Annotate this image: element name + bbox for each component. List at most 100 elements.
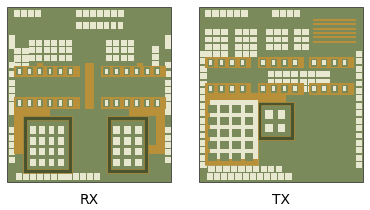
Bar [205,98,258,165]
Bar [121,39,127,46]
Bar [262,60,265,65]
Bar [14,105,23,154]
Bar [121,55,127,61]
Bar [37,173,43,180]
Bar [235,44,242,50]
Bar [221,44,228,50]
Bar [316,86,323,92]
Bar [262,86,265,91]
Bar [238,166,245,172]
Bar [300,79,307,84]
Bar [152,61,158,67]
Bar [165,157,171,163]
Bar [302,44,309,50]
Bar [97,22,102,29]
Bar [282,37,289,42]
Bar [235,173,242,180]
Bar [207,173,213,180]
Bar [37,67,43,75]
Bar [16,99,23,107]
Bar [200,155,206,161]
Bar [313,36,356,38]
Bar [205,51,212,57]
Bar [14,10,20,17]
Bar [313,32,356,34]
Bar [205,57,251,68]
Bar [356,66,362,72]
Bar [321,85,327,93]
Bar [113,148,120,155]
Bar [7,7,171,182]
Bar [280,10,286,17]
Bar [58,137,64,144]
Bar [128,47,134,53]
Bar [69,100,72,106]
Bar [28,100,31,106]
Bar [16,67,23,75]
Bar [258,102,294,140]
Bar [209,86,212,91]
Bar [39,159,45,167]
Bar [205,83,251,95]
Bar [51,173,57,180]
Bar [101,97,166,109]
Bar [37,99,43,107]
Bar [57,67,63,75]
Bar [165,94,171,100]
Bar [230,60,233,65]
Bar [209,60,212,65]
Bar [268,79,275,84]
Bar [356,51,362,57]
Bar [275,71,282,77]
Bar [266,29,273,35]
Bar [18,100,21,106]
Bar [321,59,327,67]
Bar [14,63,21,69]
Bar [221,59,228,65]
Bar [36,47,42,53]
Bar [23,173,29,180]
Bar [135,100,138,106]
Bar [213,44,220,50]
Bar [124,137,131,144]
Bar [18,68,21,74]
Bar [27,99,33,107]
Bar [221,29,228,35]
Bar [200,110,206,116]
Bar [57,99,63,107]
Bar [137,63,144,77]
Bar [266,37,273,42]
Bar [58,39,65,46]
Bar [220,60,223,65]
Bar [250,44,257,50]
Bar [246,166,252,172]
Bar [261,166,267,172]
Bar [250,37,257,42]
Bar [134,99,140,107]
Bar [200,140,206,146]
Bar [243,29,249,35]
Bar [240,59,246,67]
Bar [282,29,289,35]
Bar [313,41,356,43]
Bar [165,109,171,115]
Bar [213,59,220,65]
Bar [90,22,95,29]
Bar [35,10,41,17]
Bar [124,126,131,134]
Bar [200,58,206,64]
Bar [323,60,326,65]
Bar [113,39,120,46]
Text: RX: RX [80,193,99,207]
Bar [165,87,171,93]
Bar [258,123,286,130]
Bar [48,100,51,106]
Bar [154,67,160,75]
Bar [156,68,159,74]
Bar [271,59,277,67]
Bar [200,88,206,94]
Bar [38,68,41,74]
Bar [146,100,149,106]
Bar [48,159,54,167]
Bar [165,71,171,77]
